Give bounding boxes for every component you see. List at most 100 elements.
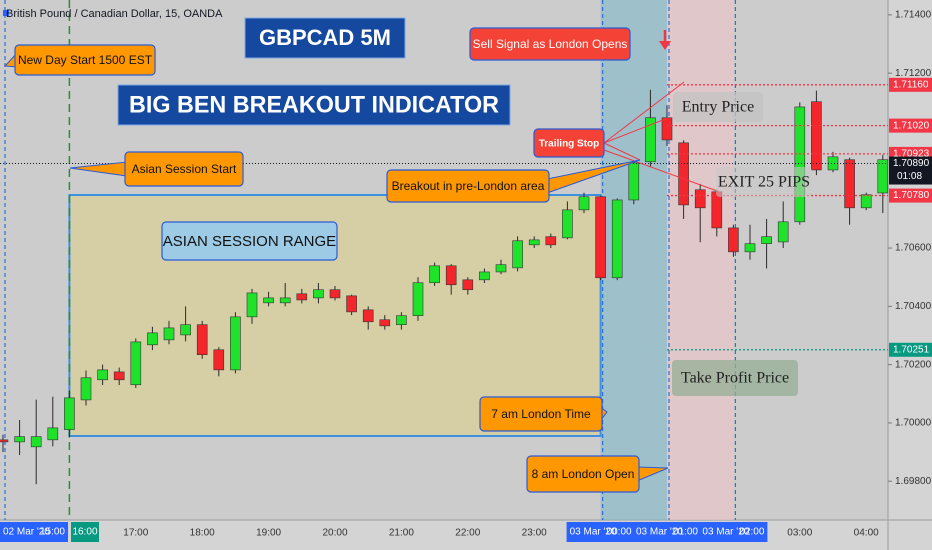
candle-body: [0, 439, 9, 443]
annotations: GBPCAD 5M BIG BEN BREAKOUT INDICATOR New D…: [0, 17, 888, 493]
level-label-box: [889, 342, 932, 357]
candle-body: [412, 282, 424, 316]
x-tick-label: 16:00: [72, 527, 97, 538]
candle-body: [246, 292, 258, 318]
candle-body: [661, 117, 673, 141]
y-tick-label: 1.70600: [895, 243, 932, 254]
annotation-box: [386, 169, 550, 203]
candle-body: [180, 324, 191, 336]
candle-body: [14, 436, 25, 443]
x-tick-label: 19:00: [256, 528, 281, 539]
candle-body: [811, 101, 822, 171]
x-tick-label: 21:00: [389, 528, 414, 539]
candle-body: [147, 332, 158, 346]
candle-body: [445, 265, 457, 286]
y-tick-label: 1.69800: [895, 476, 932, 487]
y-tick-label: 1.70400: [895, 301, 932, 312]
price-label: 1.70890: [893, 158, 930, 169]
candle-body: [495, 264, 507, 273]
annotation-box: [479, 396, 603, 432]
x-tick-label: 01:00: [673, 527, 698, 538]
candle-body: [860, 194, 872, 209]
time-marker-box: [71, 522, 99, 542]
candle-body: [379, 319, 391, 327]
header: British Pound / Canadian Dollar, 15, OAN…: [6, 8, 223, 20]
candles: [0, 89, 889, 485]
annotation: 7 am London Time: [491, 407, 591, 421]
candle-body: [694, 189, 706, 209]
x-tick-label: 20:00: [322, 528, 347, 539]
y-tick-label: 1.70000: [895, 418, 932, 429]
annotation-box: [161, 221, 338, 261]
annotation: Breakout in pre-London area: [392, 179, 545, 193]
title-box: [244, 17, 406, 59]
y-tick-label: 1.71200: [895, 68, 932, 79]
candle-body: [761, 236, 772, 244]
x-tick-label: 18:00: [190, 528, 215, 539]
sell-arrow-head: [659, 41, 671, 50]
candle-body: [30, 436, 42, 448]
trailing-ray: [603, 117, 669, 144]
annotation: Sell Signal as London Opens: [473, 37, 628, 51]
annotation: Take Profit Price: [681, 370, 789, 387]
annotation-box: [14, 44, 156, 76]
annotation-box: [469, 27, 631, 61]
candle-body: [263, 297, 274, 304]
time-marker-box: [633, 522, 701, 542]
time-marker-box: [566, 522, 635, 542]
level-label-box: [889, 118, 932, 133]
x-tick-label: 15:00: [40, 527, 65, 538]
candle-body: [80, 377, 92, 401]
candle-body: [47, 427, 59, 441]
x-tick-label: 17:00: [123, 528, 148, 539]
candle-body: [794, 106, 806, 223]
annotation-box: [533, 128, 605, 158]
symbol-icon: [3, 10, 9, 16]
candle-body: [163, 327, 175, 341]
candle-body: [645, 117, 656, 163]
axes: 1.71160 1.71020 1.70923 1.70780 1.70251 1.708…: [0, 10, 932, 542]
x-tick-label: 23:00: [522, 528, 547, 539]
candle-body: [113, 371, 125, 381]
x-tick-label: 03:00: [787, 528, 812, 539]
annotation-box: [716, 167, 812, 197]
candle-body: [97, 369, 108, 381]
annotation: New Day Start 1500 EST: [18, 53, 153, 67]
candle-body: [844, 159, 855, 209]
candle-body: [628, 162, 640, 201]
trailing-ray: [603, 149, 721, 193]
date-label: 02 Mar '20: [3, 527, 50, 538]
level-label: 1.71160: [893, 79, 929, 90]
annotation: EXIT 25 PIPS: [718, 174, 810, 191]
date-label: 03 Mar '20: [702, 527, 749, 538]
chart-title: GBPCAD 5M: [259, 25, 391, 50]
candle-body: [528, 239, 540, 246]
annotation-box: [526, 455, 640, 493]
candle-body: [230, 316, 241, 371]
date-label: 03 Mar '20: [636, 527, 683, 538]
subtitle-box: [117, 84, 511, 126]
candle-body: [346, 295, 357, 313]
date-label: 03 Mar '20: [570, 527, 617, 538]
candle-body: [396, 315, 407, 326]
candle-body: [728, 227, 739, 253]
x-tick-label: 02:00: [739, 527, 764, 538]
pre-london-zone: [600, 0, 667, 520]
trailing-ray: [603, 142, 641, 161]
x-tick-label: 00:00: [607, 527, 632, 538]
annotation: ASIAN SESSION RANGE: [163, 233, 336, 250]
candle-body: [296, 293, 308, 301]
candle-body: [213, 349, 225, 371]
price-countdown: 01:08: [897, 171, 922, 182]
annotation: Trailing Stop: [539, 139, 600, 150]
level-label: 1.71020: [893, 120, 930, 131]
candle-body: [744, 243, 756, 253]
price-label-box: [889, 156, 932, 185]
x-tick-label: 04:00: [854, 528, 879, 539]
candle-body: [678, 142, 689, 206]
time-marker-box: [699, 522, 768, 542]
candle-body: [329, 289, 341, 299]
candle-body: [578, 196, 590, 211]
trailing-ray: [603, 81, 685, 144]
candle-body: [429, 265, 440, 284]
